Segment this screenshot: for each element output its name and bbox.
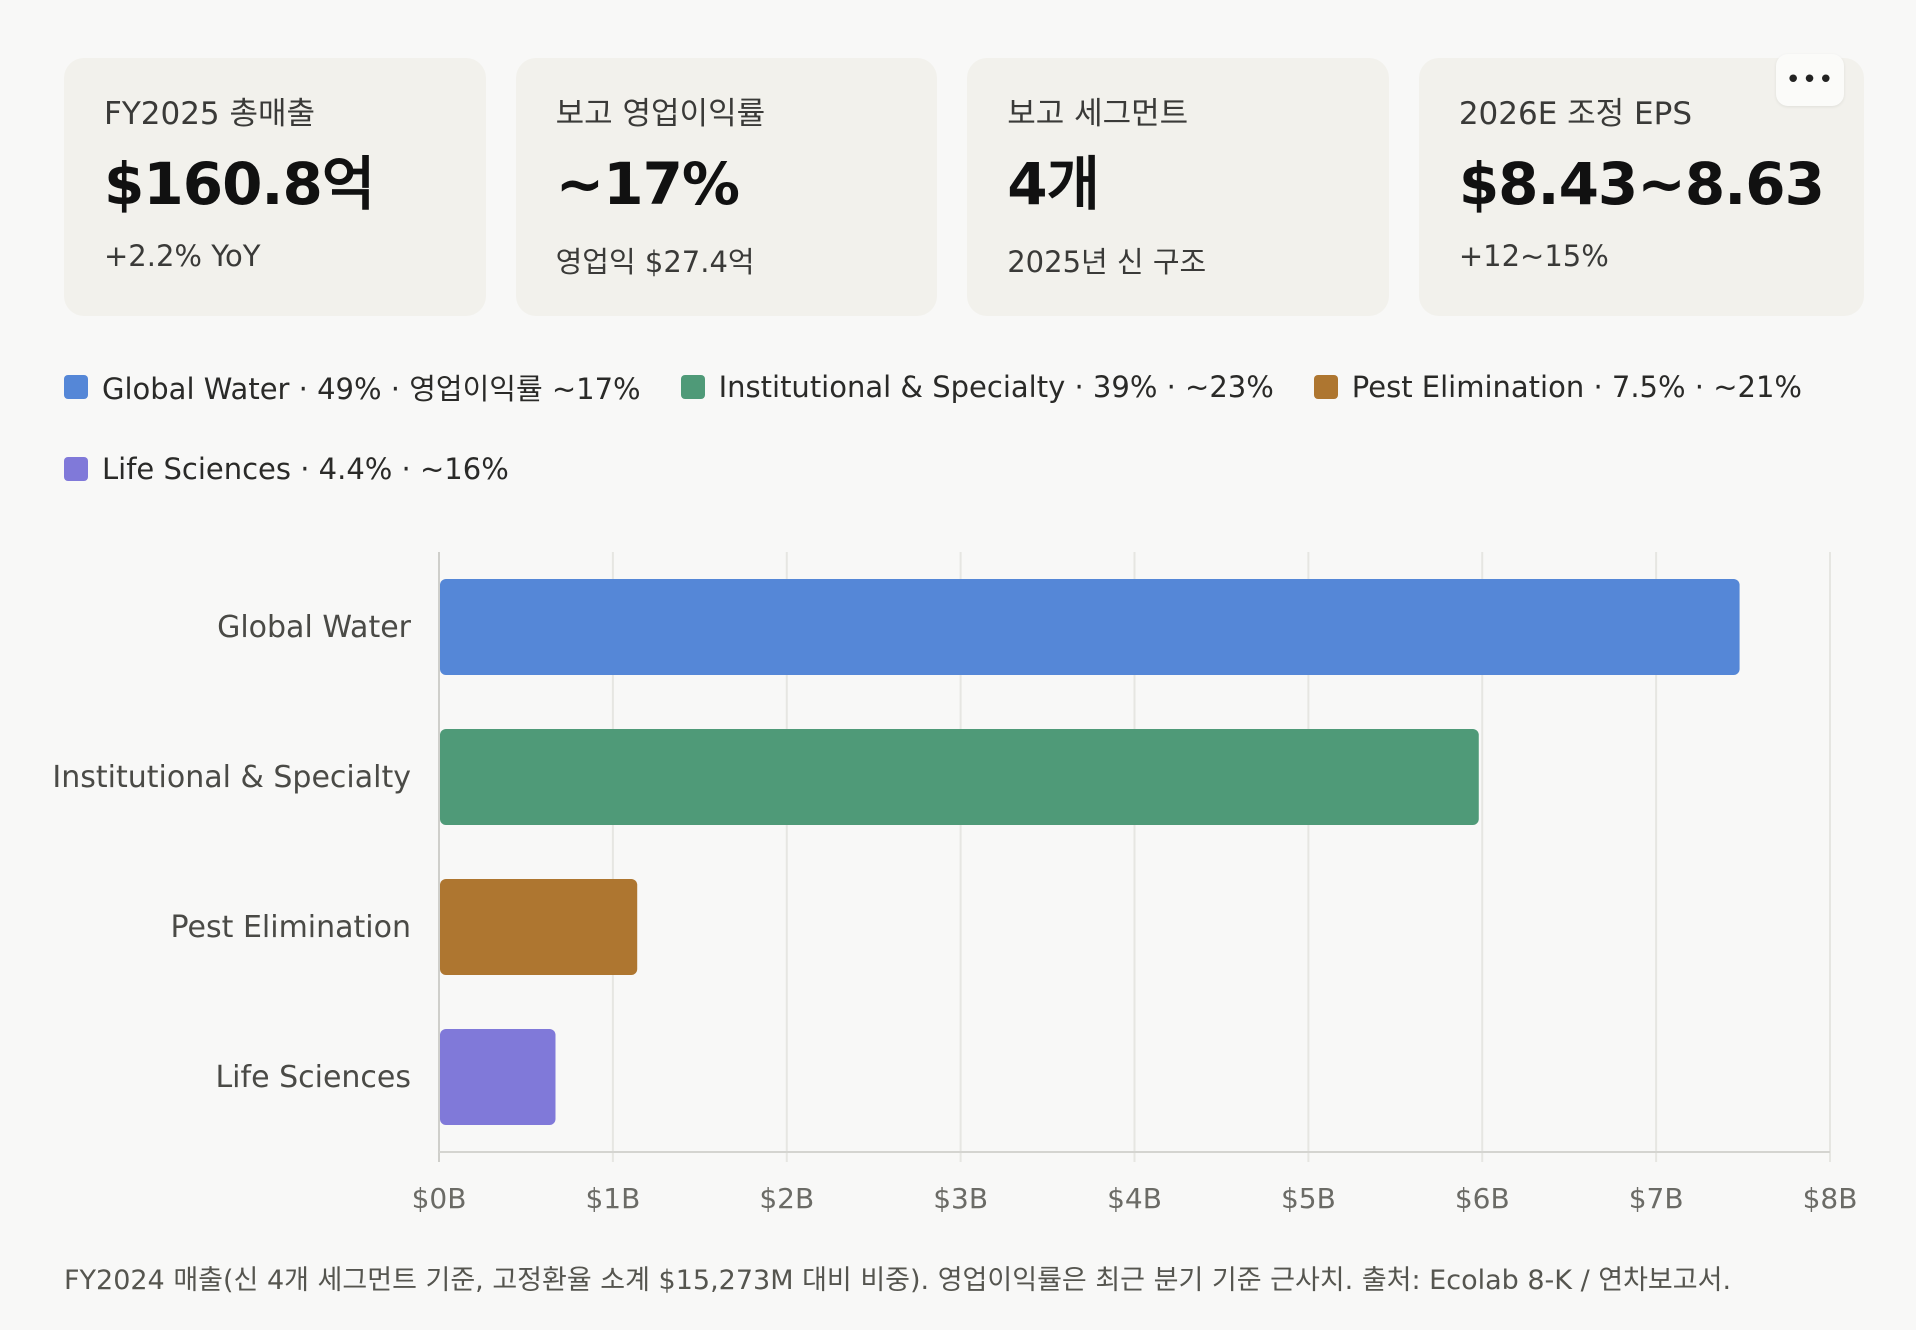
kpi-card-operating-margin: 보고 영업이익률 ~17% 영업익 $27.4억: [515, 58, 938, 316]
kpi-value: $160.8억: [104, 150, 375, 219]
kpi-label: 보고 세그먼트: [1007, 96, 1189, 132]
chart-legend: Global Water · 49% · 영업이익률 ~17% Institut…: [64, 370, 1844, 486]
bar: [440, 729, 1479, 825]
kpi-sub: 2025년 신 구조: [1007, 244, 1207, 279]
bar: [440, 879, 638, 975]
kpi-sub: 영업익 $27.4억: [555, 244, 755, 279]
legend-label: Global Water · 49% · 영업이익률 ~17%: [102, 372, 641, 406]
x-tick-label: $6B: [1455, 1182, 1510, 1215]
legend-swatch: [64, 375, 88, 399]
x-tick-label: $5B: [1281, 1182, 1336, 1215]
ellipsis-icon: •••: [1785, 65, 1835, 95]
legend-label: Life Sciences · 4.4% · ~16%: [102, 452, 509, 486]
kpi-card-eps: 2026E 조정 EPS $8.43~8.63 +12~15% •••: [1418, 54, 1864, 316]
kpi-sub: +12~15%: [1458, 238, 1609, 273]
x-tick-label: $2B: [759, 1182, 814, 1215]
legend-swatch: [1313, 375, 1338, 399]
kpi-value: ~17%: [555, 150, 740, 219]
kpi-cards: FY2025 총매출 $160.8억 +2.2% YoY 보고 영업이익률 ~1…: [64, 54, 1864, 316]
legend-label: Institutional & Specialty · 39% · ~23%: [718, 370, 1274, 404]
x-tick-label: $4B: [1107, 1182, 1162, 1215]
legend-item-pest-elimination: Pest Elimination · 7.5% · ~21%: [1313, 370, 1802, 404]
x-tick-label: $8B: [1803, 1182, 1858, 1215]
y-category-label: Institutional & Specialty: [52, 760, 411, 795]
legend-swatch: [64, 457, 88, 481]
x-tick-label: $0B: [412, 1182, 467, 1215]
y-category-label: Global Water: [217, 610, 412, 645]
chart-footnote: FY2024 매출(신 4개 세그먼트 기준, 고정환율 소계 $15,273M…: [64, 1265, 1732, 1296]
legend-label: Pest Elimination · 7.5% · ~21%: [1351, 370, 1802, 404]
x-tick-label: $1B: [585, 1182, 640, 1215]
y-category-label: Life Sciences: [215, 1060, 411, 1095]
legend-swatch: [680, 375, 705, 399]
kpi-value: 4개: [1007, 150, 1100, 219]
legend-item-life-sciences: Life Sciences · 4.4% · ~16%: [64, 452, 509, 486]
legend-item-global-water: Global Water · 49% · 영업이익률 ~17%: [64, 370, 641, 406]
bar: [440, 579, 1740, 675]
x-tick-label: $3B: [933, 1182, 988, 1215]
more-options-button[interactable]: •••: [1776, 54, 1844, 106]
kpi-card-segments: 보고 세그먼트 4개 2025년 신 구조: [967, 58, 1389, 316]
segment-revenue-bar-chart: $0B $1B $2B $3B $4B $5B $6B $7B $8B Global Water I…: [52, 552, 1858, 1215]
x-tick-label: $7B: [1629, 1182, 1684, 1215]
kpi-label: 보고 영업이익률: [555, 96, 766, 132]
kpi-label: 2026E 조정 EPS: [1458, 96, 1693, 132]
kpi-label: FY2025 총매출: [104, 96, 316, 132]
kpi-sub: +2.2% YoY: [104, 238, 261, 273]
kpi-value: $8.43~8.63: [1458, 150, 1825, 219]
bar: [440, 1029, 556, 1125]
y-category-label: Pest Elimination: [171, 910, 411, 945]
kpi-card-revenue: FY2025 총매출 $160.8억 +2.2% YoY: [64, 58, 486, 316]
legend-item-institutional-specialty: Institutional & Specialty · 39% · ~23%: [680, 370, 1274, 404]
